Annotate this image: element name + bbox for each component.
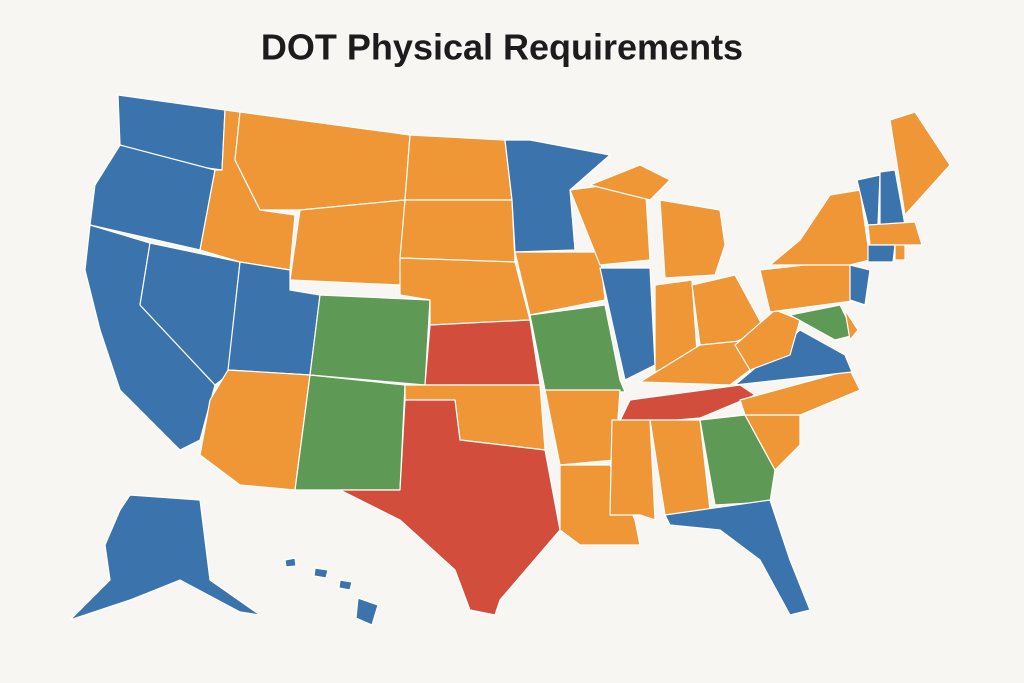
- state: [659, 199, 726, 279]
- state: [69, 494, 261, 621]
- state: [559, 464, 641, 546]
- state: [849, 264, 871, 306]
- state: [514, 251, 606, 316]
- state: [894, 244, 906, 261]
- state: [739, 369, 861, 416]
- state: [294, 374, 406, 491]
- state: [289, 199, 406, 286]
- state: [504, 139, 611, 253]
- state: [89, 144, 216, 251]
- state: [844, 309, 859, 341]
- state: [355, 597, 379, 626]
- state: [609, 419, 656, 521]
- state: [734, 309, 801, 371]
- state: [589, 164, 671, 201]
- states: [69, 94, 951, 626]
- state: [338, 579, 353, 591]
- state: [789, 304, 856, 341]
- state: [309, 294, 431, 386]
- state: [313, 567, 329, 579]
- state: [699, 414, 776, 506]
- state: [664, 499, 811, 616]
- map-title: DOT Physical Requirements: [261, 27, 743, 68]
- state: [424, 319, 541, 386]
- state: [339, 399, 561, 616]
- state: [617, 384, 756, 426]
- state: [889, 111, 951, 216]
- state: [399, 199, 516, 263]
- state: [284, 557, 297, 568]
- state: [404, 134, 513, 201]
- state: [867, 221, 923, 246]
- state: [529, 304, 626, 393]
- state: [867, 244, 896, 263]
